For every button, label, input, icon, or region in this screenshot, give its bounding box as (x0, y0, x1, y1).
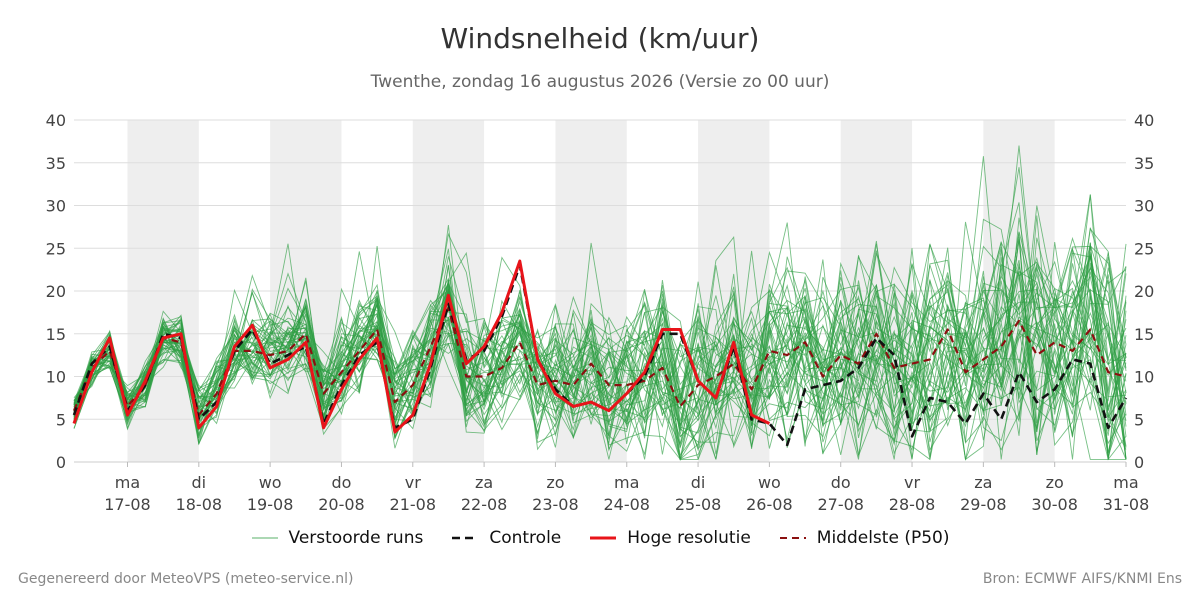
legend-label-median: Middelste (P50) (816, 528, 950, 548)
x-tick-weekday: za (974, 473, 992, 492)
ensemble-run-line (73, 225, 1127, 460)
series-line-high-res (72, 259, 771, 434)
footer-generator: Gegenereerd door MeteoVPS (meteo-service… (18, 571, 354, 587)
x-tick-date: 18-08 (176, 495, 223, 514)
ensemble-run-line (73, 242, 1127, 454)
footer-source: Bron: ECMWF AIFS/KNMI Ens (982, 571, 1182, 587)
series-line-median (72, 307, 1127, 417)
x-tick-date: 30-08 (1031, 495, 1078, 514)
legend-swatch-ensemble-icon (251, 537, 278, 539)
chart-title: Windsnelheid (km/uur) (440, 22, 760, 55)
x-tick-weekday: zo (546, 473, 564, 492)
legend-item-control: Controle (451, 528, 561, 548)
x-tick-weekday: ma (614, 473, 639, 492)
y-tick-label-right: 10 (1134, 368, 1154, 387)
y-tick-label-left: 35 (46, 154, 66, 173)
legend-label-high-res: Hoge resolutie (627, 528, 751, 548)
x-tick-weekday: zo (1046, 473, 1064, 492)
x-tick-weekday: di (691, 473, 706, 492)
y-tick-label-left: 5 (56, 410, 66, 429)
x-tick-date: 17-08 (104, 495, 151, 514)
y-tick-label-left: 0 (56, 453, 66, 472)
y-tick-label-right: 25 (1134, 239, 1154, 258)
legend-swatch-median-icon (779, 537, 806, 539)
y-tick-label-right: 35 (1134, 154, 1154, 173)
x-tick-weekday: vr (405, 473, 421, 492)
x-tick-date: 31-08 (1103, 495, 1150, 514)
x-tick-date: 27-08 (817, 495, 864, 514)
legend-item-ensemble: Verstoorde runs (251, 528, 424, 548)
y-tick-label-right: 20 (1134, 282, 1154, 301)
chart-subtitle: Twenthe, zondag 16 augustus 2026 (Versie… (370, 72, 830, 92)
main-series (72, 259, 1128, 447)
x-tick-date: 21-08 (390, 495, 437, 514)
x-tick-date: 23-08 (532, 495, 579, 514)
x-tick-weekday: do (331, 473, 351, 492)
x-tick-date: 20-08 (318, 495, 365, 514)
x-tick-date: 22-08 (461, 495, 508, 514)
x-tick-date: 26-08 (746, 495, 793, 514)
axes: 0 0 5 5 10 10 15 15 20 20 25 25 30 30 35 35 40 40 ma 17-08 d… (46, 111, 1155, 514)
y-tick-label-left: 40 (46, 111, 66, 130)
legend-item-high-res: Hoge resolutie (589, 528, 751, 548)
x-tick-date: 19-08 (247, 495, 294, 514)
ensemble-run-line (73, 195, 1127, 433)
y-tick-label-right: 30 (1134, 197, 1154, 216)
ensemble-run-line (73, 250, 1127, 460)
legend-label-control: Controle (489, 528, 562, 548)
x-tick-weekday: vr (904, 473, 920, 492)
x-tick-date: 29-08 (960, 495, 1007, 514)
legend-swatch-control-icon (452, 536, 479, 540)
legend-swatch-high-res-icon (590, 536, 617, 540)
y-tick-label-left: 10 (46, 368, 66, 387)
y-tick-label-left: 30 (46, 197, 66, 216)
y-tick-label-right: 15 (1134, 325, 1154, 344)
y-tick-label-right: 0 (1134, 453, 1144, 472)
ensemble-run-line (73, 290, 1127, 432)
legend-item-median: Middelste (P50) (779, 528, 950, 548)
x-tick-date: 24-08 (603, 495, 650, 514)
x-tick-date: 28-08 (889, 495, 936, 514)
legend: Verstoorde runs Controle Hoge resolutie … (0, 528, 1200, 548)
x-tick-weekday: ma (1113, 473, 1138, 492)
ensemble-run-line (73, 255, 1127, 448)
ensemble-run-line (73, 252, 1127, 447)
y-tick-label-right: 5 (1134, 410, 1144, 429)
x-tick-date: 25-08 (675, 495, 722, 514)
x-tick-weekday: ma (115, 473, 140, 492)
legend-label-ensemble: Verstoorde runs (288, 528, 424, 548)
ensemble-run-line (73, 215, 1127, 460)
x-tick-weekday: wo (758, 473, 781, 492)
x-tick-weekday: wo (259, 473, 282, 492)
x-tick-weekday: di (192, 473, 207, 492)
y-tick-label-left: 15 (46, 325, 66, 344)
x-tick-weekday: za (475, 473, 493, 492)
y-tick-label-left: 25 (46, 239, 66, 258)
y-tick-label-right: 40 (1134, 111, 1154, 130)
x-tick-weekday: do (831, 473, 851, 492)
y-tick-label-left: 20 (46, 282, 66, 301)
